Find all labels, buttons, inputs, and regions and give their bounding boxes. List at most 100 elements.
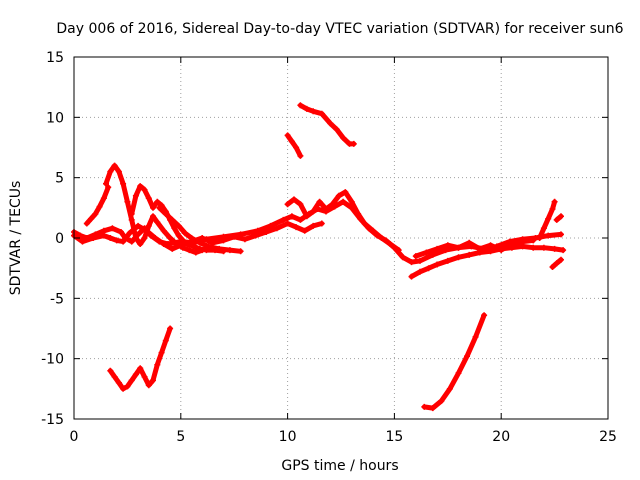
data-point [355,210,362,217]
series-line [409,243,566,280]
data-point [79,238,86,245]
data-point [434,245,441,252]
data-point [508,241,515,247]
series-arc-9 [297,102,357,147]
data-point [361,220,368,227]
data-point [323,206,329,212]
data-point [558,256,564,263]
data-point [395,247,402,254]
data-point [141,186,148,193]
data-point [444,242,451,249]
data-point [160,241,167,247]
data-point [158,349,165,356]
data-point [197,239,203,246]
data-point [141,235,148,241]
data-point [340,198,347,205]
data-point [348,198,355,205]
data-point [182,230,189,237]
data-point [291,196,297,203]
data-point [107,235,114,241]
data-point [160,227,167,234]
data-point [175,232,182,239]
data-point [408,273,415,280]
data-point [137,241,144,247]
data-point [100,232,107,239]
data-point [107,168,114,175]
series-arc-5 [156,204,244,255]
data-point [150,204,156,211]
data-point [327,120,334,127]
data-point [145,382,152,389]
data-point [192,249,199,256]
data-point [310,222,317,229]
data-point [150,213,156,220]
data-point [399,254,406,261]
data-point [310,208,317,215]
data-point [115,379,122,386]
data-point [162,210,169,217]
data-point [124,383,131,390]
data-point [128,238,135,245]
data-point [425,265,432,272]
data-series [71,102,567,412]
data-point [476,245,483,252]
data-point [297,152,304,159]
data-point [335,192,342,199]
data-point [105,184,112,191]
data-point [100,195,107,202]
data-point [553,260,560,267]
y-tick-label: -10 [41,352,64,368]
data-point [120,385,127,392]
data-point [297,216,304,223]
data-point [284,201,291,208]
data-point [169,216,176,223]
data-point [83,220,90,227]
data-point [120,180,127,187]
data-point [216,245,223,252]
data-point [167,235,174,241]
data-point [455,244,462,251]
data-point [549,206,556,212]
data-point [188,235,195,241]
data-point [120,238,127,245]
data-point [128,216,135,223]
data-point [288,213,295,220]
data-point [284,220,291,227]
axis-ticks: 0 5 10 15 20 25 -15 -10 -5 0 5 10 15 [41,50,617,445]
data-point [530,244,537,251]
data-point [209,239,216,246]
series-line [285,132,303,159]
data-point [333,126,340,133]
data-point [455,254,462,261]
x-tick-label: 5 [176,429,185,445]
data-point [519,238,526,245]
data-point [173,241,180,247]
x-tick-label: 20 [492,429,510,445]
data-point [417,268,423,275]
series-arc-6 [83,184,112,227]
data-point [387,241,394,247]
data-point [132,192,139,199]
data-point [498,247,505,254]
data-point [141,373,148,380]
y-tick-label: 0 [55,231,64,247]
data-point [241,236,248,243]
data-point [318,110,325,117]
x-tick-label: 0 [70,429,79,445]
data-point [111,162,118,169]
data-point [179,244,186,251]
data-point [412,253,419,260]
data-point [126,230,133,237]
data-point [487,248,494,255]
y-tick-label: 10 [46,110,64,126]
data-point [417,257,423,264]
data-point [540,244,547,251]
series-arc-12 [412,237,537,260]
data-point [293,224,300,231]
data-point [103,180,109,187]
data-point [92,210,99,217]
data-point [303,105,310,112]
data-point [175,222,182,229]
